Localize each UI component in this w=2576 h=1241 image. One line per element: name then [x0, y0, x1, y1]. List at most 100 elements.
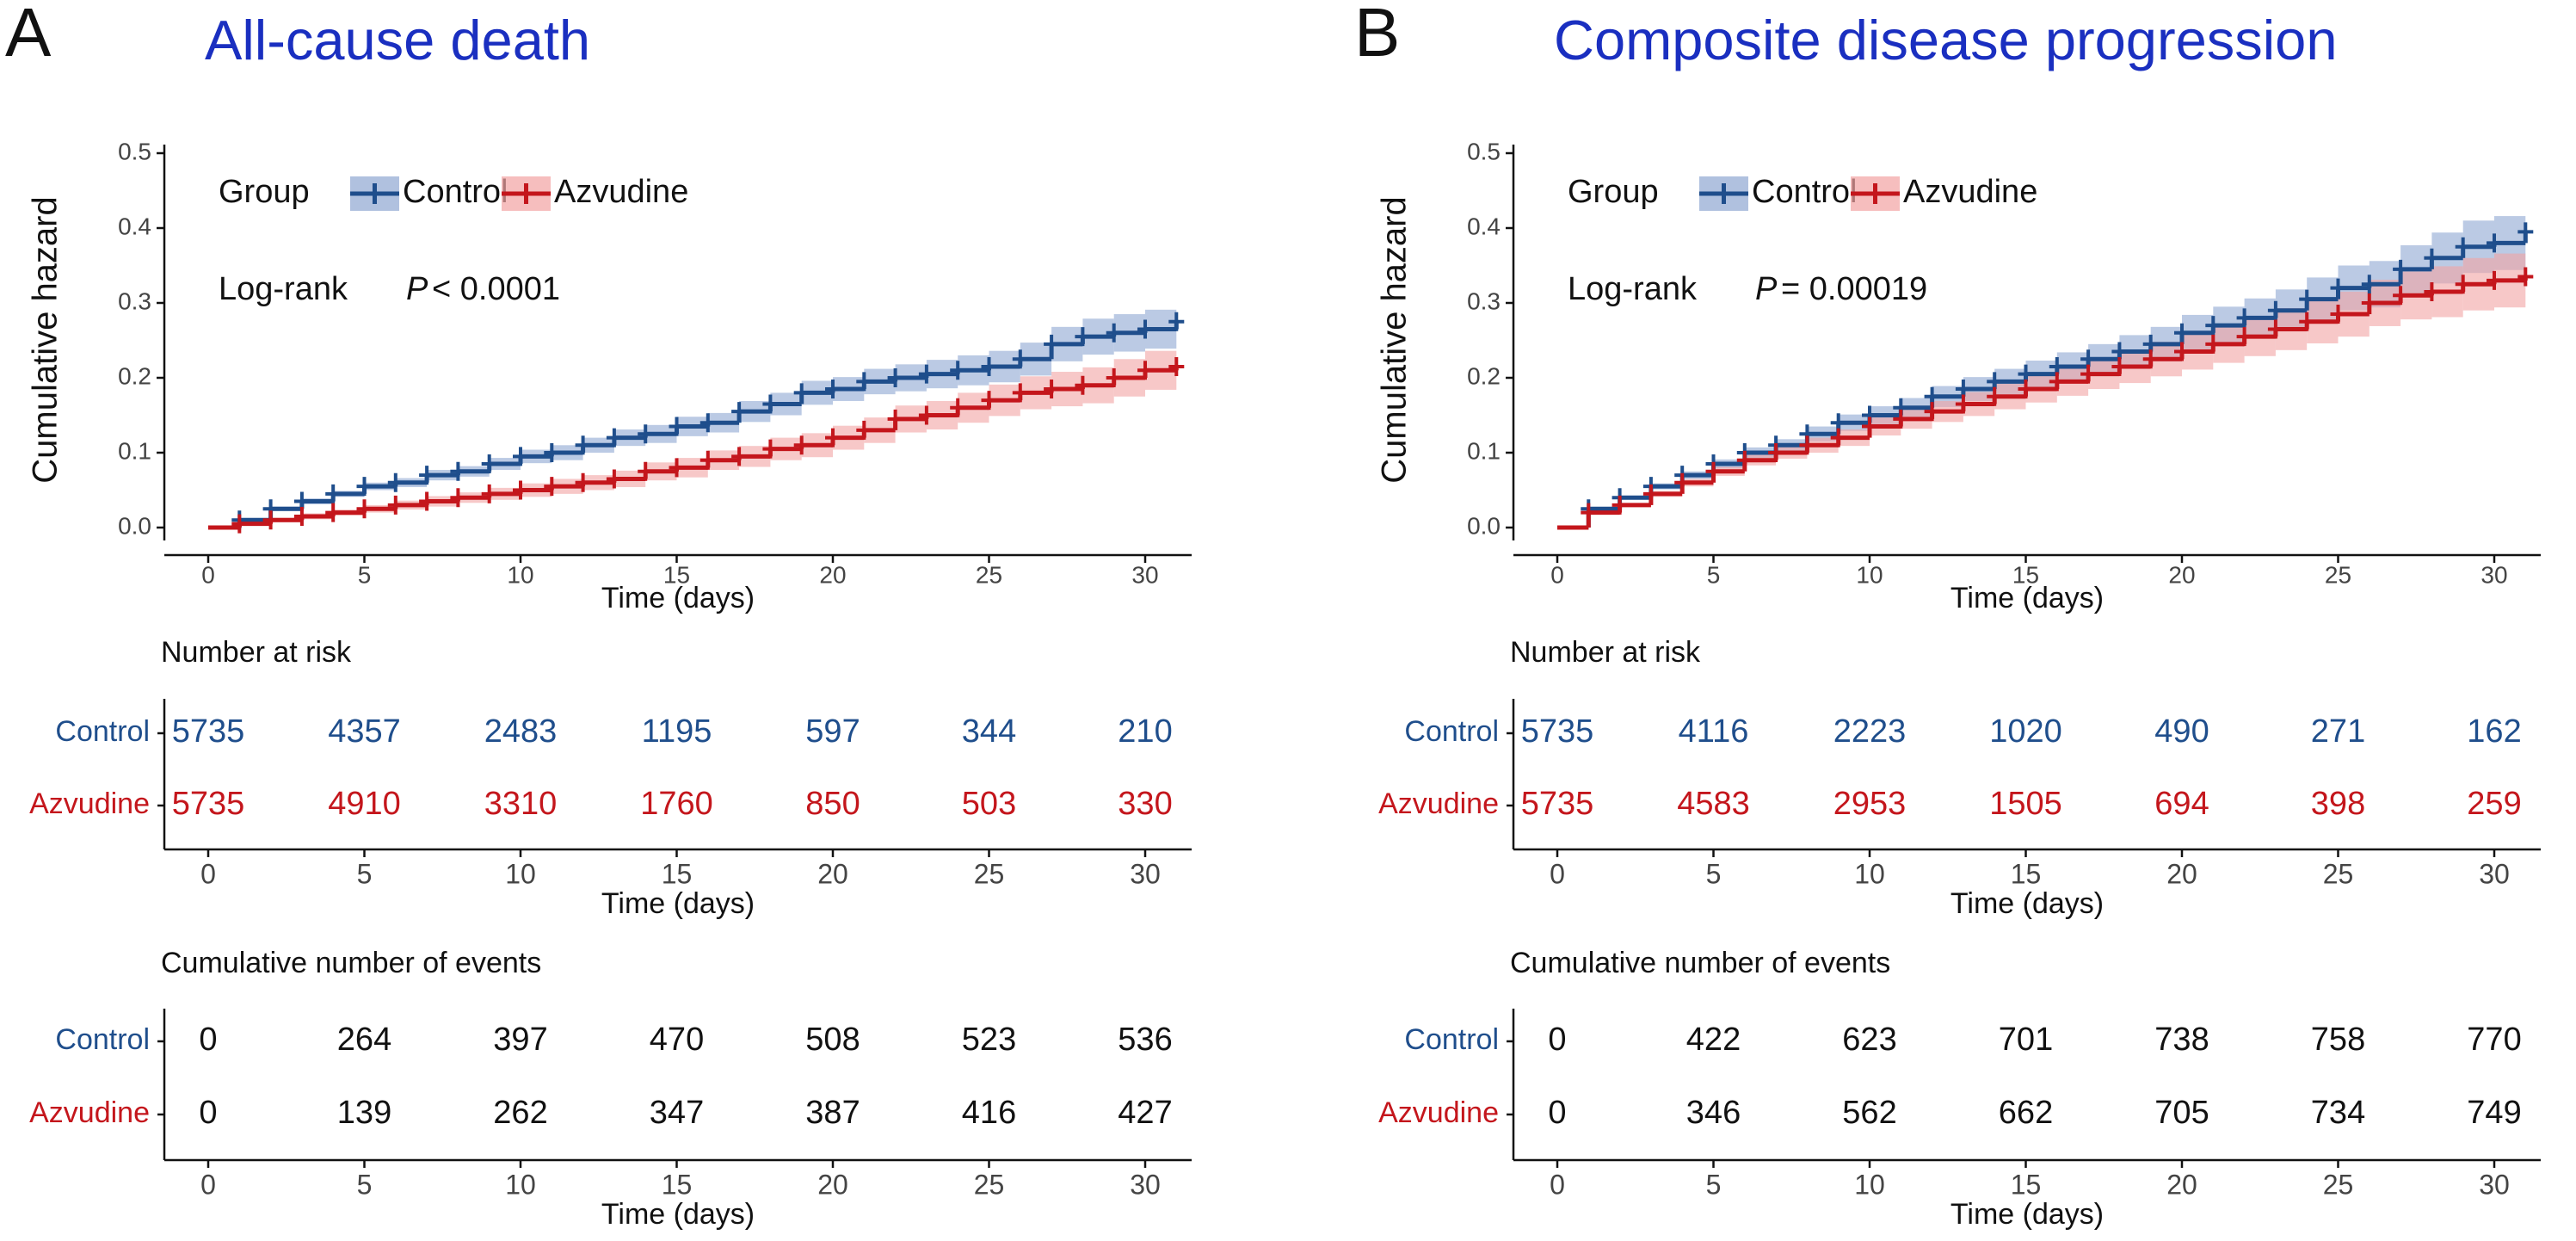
table-x-tick-label: 30: [2479, 858, 2510, 889]
table-value: 398: [2311, 786, 2365, 822]
x-tick-label: 0: [201, 561, 215, 588]
table-value: 347: [650, 1095, 704, 1131]
censor-mark: [1924, 402, 1940, 422]
chart-title: Composite disease progression: [1554, 9, 2337, 71]
table-x-axis-label: Time (days): [1950, 1198, 2104, 1231]
censor-mark: [2487, 233, 2502, 253]
table-x-tick-label: 30: [1130, 1169, 1161, 1200]
legend-title: Group: [1568, 174, 1659, 210]
table-value: 427: [1118, 1095, 1172, 1131]
censor-mark: [2487, 270, 2502, 290]
legend-label: Azvudine: [1903, 174, 2037, 210]
table-value: 770: [2467, 1022, 2521, 1058]
censor-mark: [1987, 386, 2003, 406]
censor-mark: [1137, 319, 1153, 339]
table-value: 562: [1842, 1095, 1896, 1131]
table-value: 0: [1548, 1022, 1566, 1058]
censor-mark: [2174, 342, 2190, 361]
table-x-tick-label: 30: [2479, 1169, 2510, 1200]
p-symbol: P: [1755, 271, 1778, 307]
x-tick-label: 30: [2480, 561, 2507, 588]
y-tick-label: 0.0: [1467, 512, 1501, 539]
table-value: 387: [805, 1095, 860, 1131]
censor-mark: [762, 439, 779, 459]
table-x-tick-label: 20: [2166, 858, 2197, 889]
censor-mark: [2361, 275, 2377, 294]
censor-mark: [1044, 334, 1060, 354]
censor-mark: [950, 398, 966, 417]
censor-mark: [1075, 375, 1091, 395]
censor-mark: [2455, 275, 2471, 294]
censor-mark: [419, 466, 435, 485]
table-x-tick-label: 10: [1854, 1169, 1885, 1200]
table-value: 139: [337, 1095, 391, 1131]
x-tick-label: 0: [1550, 561, 1564, 588]
y-axis-label: Cumulative hazard: [27, 196, 65, 484]
table-x-tick-label: 5: [357, 1169, 373, 1200]
censor-mark: [575, 472, 591, 492]
censor-mark: [1705, 461, 1722, 481]
x-tick-label: 20: [819, 561, 846, 588]
legend-key-line: [1851, 183, 1900, 204]
censor-mark: [2299, 312, 2315, 331]
table-x-tick-label: 20: [2166, 1169, 2197, 1200]
table-value: 397: [493, 1022, 547, 1058]
censor-mark: [731, 402, 748, 422]
censor-mark: [918, 364, 934, 384]
table-x-tick-label: 10: [505, 858, 536, 889]
censor-mark: [481, 454, 497, 474]
censor-mark: [638, 461, 654, 481]
table-value: 5735: [172, 713, 245, 750]
table-value: 749: [2467, 1095, 2521, 1131]
table-x-tick-label: 15: [2011, 858, 2042, 889]
y-tick-label: 0.5: [1467, 138, 1501, 164]
table-value: 3310: [484, 786, 558, 822]
censor-mark: [1830, 428, 1846, 448]
y-tick-label: 0.3: [118, 287, 151, 314]
table-row-label: Control: [55, 1023, 150, 1056]
censor-mark: [2517, 222, 2534, 242]
censor-mark: [2455, 237, 2471, 256]
table-x-tick-label: 15: [662, 858, 693, 889]
table-x-tick-label: 25: [974, 858, 1005, 889]
p-value: = 0.00019: [1781, 271, 1927, 307]
censor-mark: [356, 499, 373, 519]
censor-mark: [2049, 372, 2065, 392]
legend-key-line: [502, 183, 551, 204]
table-value: 2953: [1833, 786, 1907, 822]
censor-mark: [731, 447, 748, 466]
censor-mark: [450, 488, 466, 508]
y-tick-label: 0.3: [1467, 287, 1501, 314]
censor-mark: [1168, 356, 1185, 376]
censor-mark: [606, 469, 622, 489]
x-tick-label: 15: [2012, 561, 2039, 588]
censor-mark: [1106, 368, 1122, 387]
table-value: 264: [337, 1022, 391, 1058]
table-x-tick-label: 20: [817, 1169, 848, 1200]
censor-mark: [481, 484, 497, 503]
censor-mark: [856, 372, 872, 392]
table-row-label: Control: [55, 715, 150, 748]
censor-mark: [450, 461, 466, 481]
table-x-tick-label: 25: [2323, 1169, 2354, 1200]
censor-mark: [2517, 267, 2534, 287]
legend-title: Group: [219, 174, 310, 210]
table-value: 523: [962, 1022, 1016, 1058]
censor-mark: [1642, 484, 1659, 503]
test-name: Log-rank: [219, 271, 348, 307]
table-row-label: Azvudine: [1378, 1096, 1499, 1129]
table-value: 4357: [328, 713, 401, 750]
table-x-tick-label: 30: [1130, 858, 1161, 889]
censor-mark: [793, 435, 810, 455]
censor-mark: [1137, 361, 1153, 380]
chart-title: All-cause death: [205, 9, 590, 71]
censor-mark: [2174, 323, 2190, 343]
table-row-label: Azvudine: [1378, 787, 1499, 820]
table-value: 470: [650, 1022, 704, 1058]
table-value: 1195: [642, 713, 712, 750]
x-tick-label: 5: [1707, 561, 1721, 588]
y-axis-label: Cumulative hazard: [1376, 196, 1414, 484]
table-value: 705: [2154, 1095, 2209, 1131]
